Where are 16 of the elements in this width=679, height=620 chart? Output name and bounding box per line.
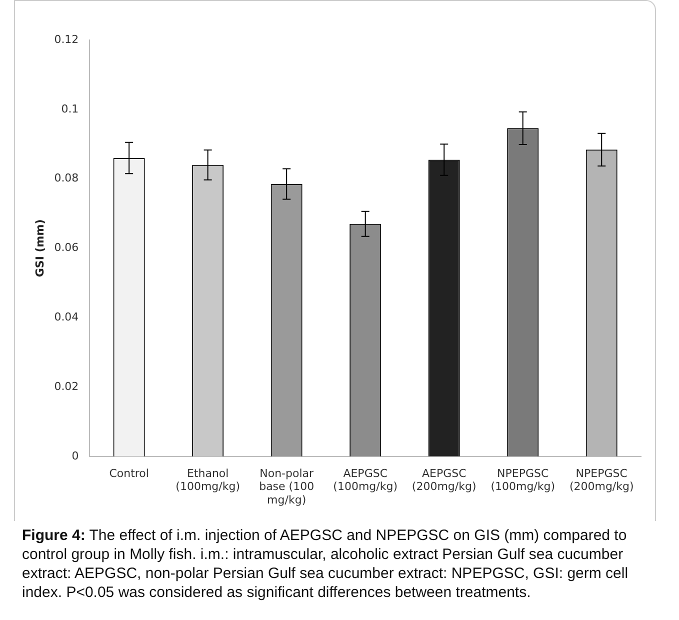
- x-tick-label: AEPGSC (100mg/kg): [333, 466, 398, 494]
- x-tick-label: Ethanol (100mg/kg): [176, 466, 240, 494]
- y-tick-label: 0: [72, 449, 79, 462]
- y-axis-title: GSI (mm): [33, 219, 46, 278]
- y-tick-label: 0.12: [54, 32, 79, 46]
- caption: Figure 4: The effect of i.m. injection of AEPGSC and NPEPGSC on GIS (mm) compared to control group in Molly fish. i.m.: intramuscular, alcoholic extract Persian Gulf sea cucumber extract: AEPGSC, non-polar Persian Gulf sea cucumber extract: NPEPGSC, GSI: germ cell index. P<0.05 was considered as significant differences between treatments.: [22, 526, 630, 602]
- x-tick-label: NPEPGSC (200mg/kg): [569, 466, 634, 494]
- y-tick-label: 0.1: [61, 102, 79, 116]
- x-tick-label: NPEPGSC (100mg/kg): [490, 466, 556, 494]
- x-tick-label: Non-polar base (100 mg/kg): [259, 466, 314, 506]
- y-tick-label: 0.06: [54, 241, 79, 254]
- y-tick-label: 0.04: [54, 310, 79, 324]
- x-tick-label: AEPGSC (200mg/kg): [412, 466, 476, 494]
- y-tick-label: 0.08: [54, 172, 79, 185]
- y-tick-label: 0.02: [54, 380, 79, 393]
- x-tick-label: Control: [109, 466, 149, 480]
